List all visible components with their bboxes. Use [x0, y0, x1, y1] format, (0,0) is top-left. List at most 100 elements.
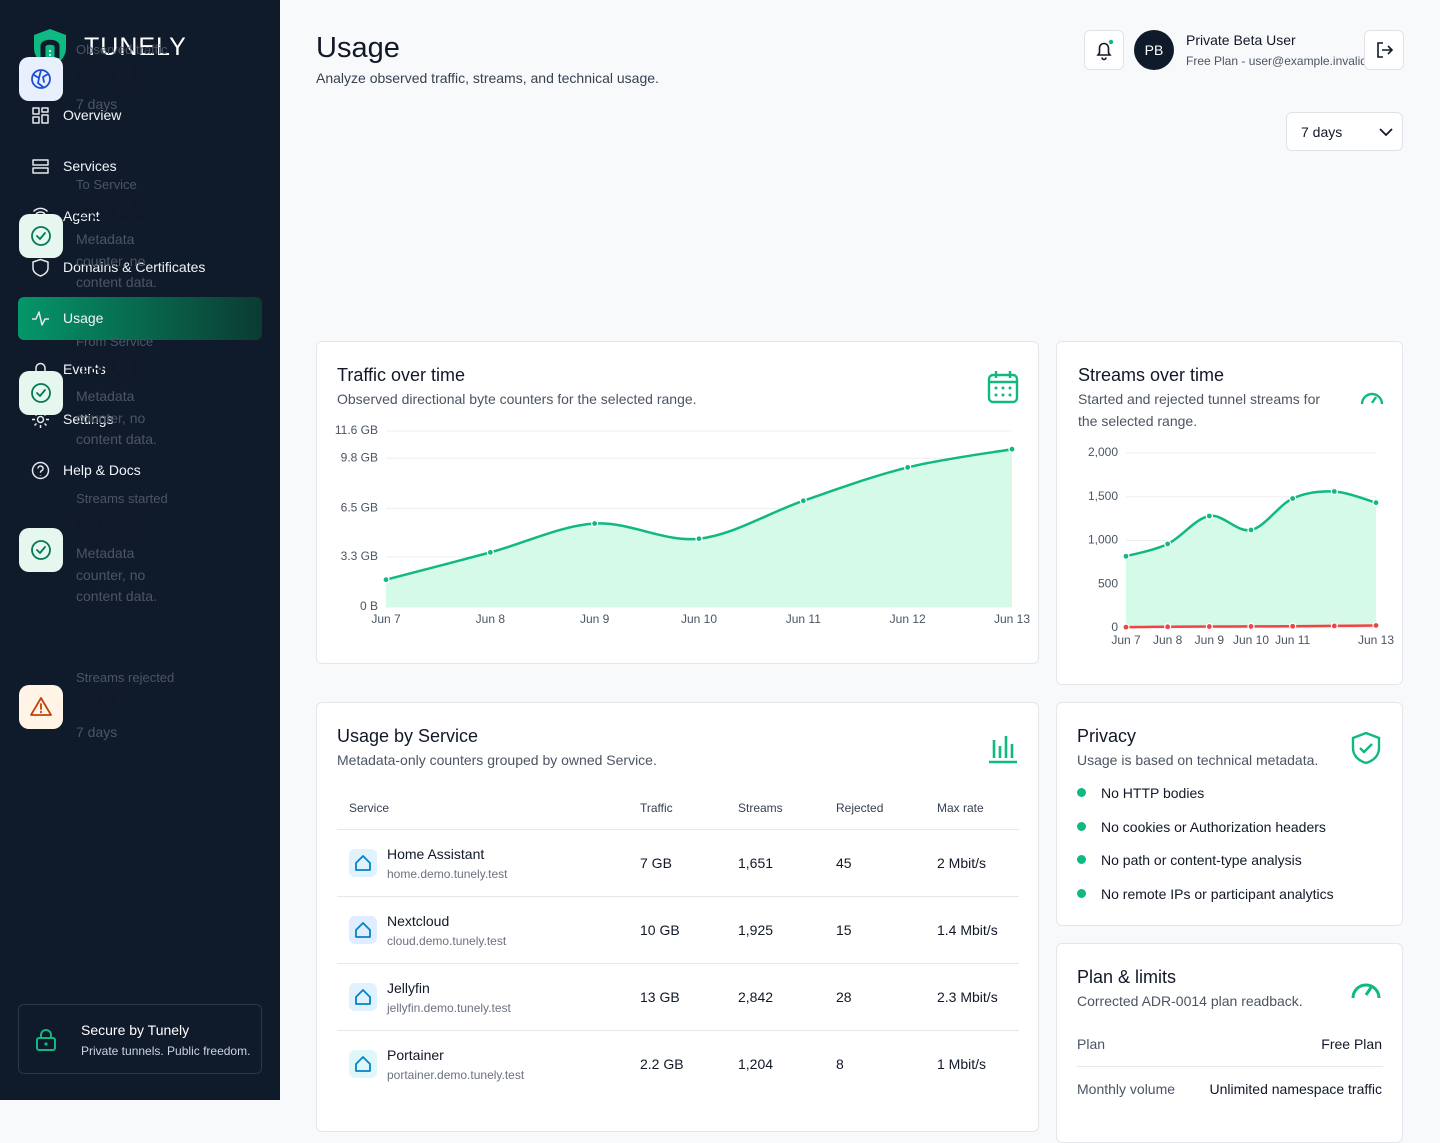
page-subtitle: Analyze observed traffic, streams, and t… — [316, 70, 659, 86]
table-row: Portainer portainer.demo.tunely.test 2.2 G… — [337, 1030, 1019, 1098]
stat-icon-glyph — [31, 68, 51, 89]
card-title: Usage by Service — [337, 726, 479, 746]
table-row: Home Assistant home.demo.tunely.test 7 GB 1… — [337, 829, 1019, 897]
card-title: Plan & limits — [1077, 967, 1177, 987]
nav-icon — [32, 107, 49, 124]
point — [1122, 552, 1130, 560]
service-host: home.demo.tunely.test — [387, 867, 508, 881]
privacy-card: Privacy Usage is based on technical meta… — [1056, 702, 1403, 926]
privacy-item: No HTTP bodies — [1101, 785, 1205, 801]
stat-icon — [19, 370, 63, 415]
nav-label: Agent — [63, 208, 100, 225]
card-title: Streams over time — [1078, 365, 1225, 385]
point — [1008, 445, 1016, 453]
table-cell: 28 — [836, 989, 852, 1005]
avatar: PB — [1134, 30, 1174, 70]
card-subtitle: Metadata-only counters grouped by owned … — [337, 752, 657, 768]
service-name: Jellyfin — [387, 980, 430, 996]
logout-button[interactable] — [1364, 30, 1404, 70]
nav-item[interactable]: Services — [18, 145, 262, 188]
stat-value: 8,652 — [76, 511, 139, 540]
notifications-button[interactable] — [1084, 30, 1124, 70]
x-tick-label: Jun 12 — [890, 612, 926, 626]
plan-value: Free Plan — [1321, 1036, 1382, 1052]
nav-item[interactable]: Help & Docs — [18, 449, 262, 492]
point — [1372, 499, 1380, 507]
lock-icon — [36, 1029, 56, 1051]
nav-label: Usage — [63, 309, 104, 326]
table-row: Jellyfin jellyfin.demo.tunely.test 13 GB 2,… — [337, 963, 1019, 1031]
page-title: Usage — [316, 32, 400, 64]
service-glyph-path — [355, 922, 371, 938]
nav-item[interactable]: Domains & Certificates — [18, 246, 262, 289]
stat-icon-glyph — [31, 382, 51, 403]
y-tick-label: 1,000 — [1088, 533, 1118, 547]
service-glyph — [355, 855, 371, 871]
point — [1330, 487, 1338, 496]
x-tick-label: Jun 8 — [1153, 633, 1183, 647]
stat-text: To Service 23 GB Metadata counter, no cont… — [76, 177, 185, 294]
stat-label: Observed traffic — [76, 41, 168, 57]
service-icon — [349, 849, 377, 877]
x-tick-label: Jun 9 — [580, 612, 610, 626]
point — [382, 576, 390, 584]
user-plan: Free Plan - user@example.invalid — [1186, 54, 1367, 68]
service-name: Nextcloud — [387, 913, 450, 929]
privacy-item: No cookies or Authorization headers — [1101, 818, 1326, 835]
nav-label: Overview — [63, 107, 122, 123]
point — [1289, 622, 1297, 630]
table-cell: 1 Mbit/s — [937, 1056, 987, 1072]
nav-item[interactable]: Usage — [18, 296, 262, 340]
point — [1205, 622, 1213, 631]
stat-note: 7 days — [76, 723, 118, 740]
privacy-item: No path or content-type analysis — [1101, 852, 1302, 869]
table-row: Nextcloud cloud.demo.tunely.test 10 GB 1,92… — [337, 896, 1019, 964]
stat-icon-path — [31, 382, 51, 403]
stat-icon — [19, 56, 63, 101]
card-subtitle: Usage is based on technical metadata. — [1077, 752, 1319, 768]
service-glyph — [355, 989, 371, 1005]
logout-icon — [1377, 42, 1394, 58]
services-card: Usage by Service Metadata-only counters … — [316, 702, 1039, 1132]
point — [486, 548, 494, 556]
nav-icon — [32, 158, 49, 174]
nav-icon-path — [32, 158, 49, 174]
x-tick-label: Jun 7 — [1111, 633, 1141, 647]
card-subtitle: Corrected ADR-0014 plan readback. — [1077, 993, 1303, 1009]
chevron — [1379, 128, 1393, 137]
service-glyph-path — [355, 989, 371, 1005]
service-glyph — [355, 1056, 371, 1072]
nav-item[interactable]: Overview — [18, 94, 262, 137]
point — [1164, 540, 1172, 548]
column-header: Streams — [738, 801, 783, 815]
service-icon — [349, 916, 377, 944]
table-cell: 2 Mbit/s — [937, 855, 987, 871]
x-tick-label: Jun 13 — [994, 612, 1030, 626]
table-cell: 1,925 — [738, 922, 774, 938]
user-name: Private Beta User — [1186, 32, 1296, 48]
column-header: Service — [349, 801, 390, 815]
stat-note: 7 days — [76, 95, 118, 112]
x-tick-label: Jun 10 — [1233, 633, 1269, 647]
range-select[interactable]: 7 days — [1286, 112, 1403, 151]
x-tick-label: Jun 11 — [1275, 633, 1310, 647]
stat-icon-path — [31, 68, 51, 89]
point — [1164, 623, 1172, 631]
plan-value: Unlimited namespace traffic — [1209, 1081, 1382, 1097]
nav-label: Events — [63, 360, 106, 377]
stat-icon-path — [31, 225, 51, 246]
area — [1126, 491, 1376, 628]
nav-icon-path — [32, 107, 49, 124]
privacy-item: No remote IPs or participant analytics — [1101, 886, 1334, 903]
service-icon — [349, 1050, 377, 1078]
column-header: Traffic — [640, 801, 673, 815]
stat-value: 132 — [76, 689, 118, 718]
column-header: Max rate — [937, 801, 984, 815]
divider — [1077, 1066, 1383, 1067]
service-glyph — [355, 922, 371, 938]
stat-label: Streams rejected — [76, 669, 175, 685]
bullet — [1077, 788, 1086, 797]
x-tick-label: Jun 8 — [476, 612, 506, 626]
service-name: Portainer — [387, 1047, 444, 1063]
bullet — [1077, 889, 1086, 899]
